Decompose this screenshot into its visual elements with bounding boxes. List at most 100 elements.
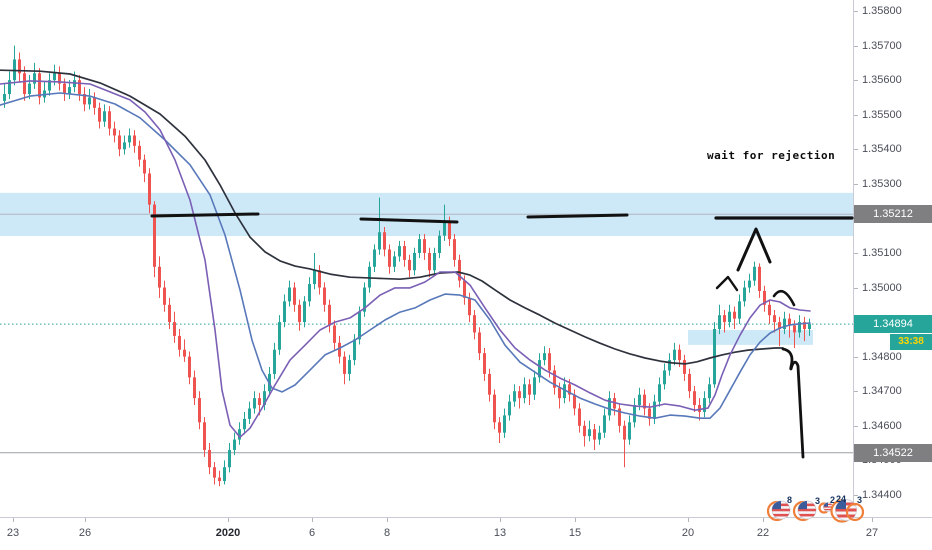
time-axis-tick: [13, 518, 14, 522]
time-axis-tick: [500, 518, 501, 522]
candle-body: [273, 349, 276, 374]
candle-body: [738, 301, 741, 319]
candle-body: [603, 415, 606, 433]
event-count-label: 2: [830, 495, 835, 505]
candle-body: [248, 408, 251, 419]
candle-body: [213, 467, 216, 478]
candle-body: [88, 97, 91, 105]
candle-body: [493, 394, 496, 423]
resistance-line-2[interactable]: [359, 217, 459, 224]
price-axis-label: 1.35100: [862, 246, 902, 259]
candle-body: [498, 422, 501, 433]
zones-layer: [0, 192, 853, 345]
candle-body: [658, 384, 661, 402]
resistance-line-3[interactable]: [526, 213, 629, 219]
resistance-zone[interactable]: [0, 192, 853, 237]
candle-body: [753, 266, 756, 281]
candle-body: [388, 249, 391, 267]
resistance-line-1[interactable]: [150, 212, 260, 218]
price-axis-tick: [854, 287, 858, 289]
candle-body: [228, 449, 231, 468]
candle-body: [453, 239, 456, 260]
event-count-label: 8: [787, 495, 792, 505]
price-axis-label: 1.34600: [862, 419, 902, 432]
candle-body: [468, 297, 471, 316]
candle-body: [653, 401, 656, 419]
drop-arrow[interactable]: [781, 347, 805, 459]
price-level-badge: 1.34522: [854, 443, 932, 462]
candle-body: [63, 83, 66, 94]
price-axis-label: 1.35300: [862, 177, 902, 190]
candle-body: [353, 339, 356, 361]
big-caret-arrow[interactable]: [736, 227, 772, 272]
candle-body: [208, 449, 211, 468]
calendar-event-icon[interactable]: 2: [818, 495, 836, 514]
candle-body: [303, 301, 306, 323]
candle-body: [613, 398, 616, 409]
time-axis-label: 20: [681, 527, 695, 539]
candle-body: [418, 239, 421, 253]
time-axis[interactable]: 23 26 2020 6 8 13 15 20 22 27: [0, 517, 932, 550]
candle-body: [558, 387, 561, 399]
time-axis-label: 26: [78, 527, 92, 539]
candle-body: [38, 73, 41, 98]
candle-body: [338, 342, 341, 357]
candle-body: [638, 394, 641, 406]
candle-body: [93, 97, 96, 108]
rejection-arc[interactable]: [772, 289, 796, 307]
candle-body: [268, 373, 271, 392]
price-axis-tick: [854, 11, 858, 13]
candle-body: [483, 353, 486, 374]
candle-body: [723, 315, 726, 323]
candle-body: [503, 415, 506, 433]
candle-body: [798, 322, 801, 333]
current-price-badge: 1.34894: [854, 315, 932, 334]
time-axis-label: 6: [308, 527, 316, 539]
candle-body: [218, 477, 221, 482]
price-axis-label: 1.35000: [862, 281, 902, 294]
price-axis-label: 1.35500: [862, 108, 902, 121]
candle-body: [223, 467, 226, 482]
candle-body: [543, 353, 546, 361]
candle-body: [488, 373, 491, 395]
candle-body: [278, 322, 281, 350]
price-axis-label: 1.34400: [862, 488, 902, 501]
candle-body: [778, 322, 781, 329]
candle-body: [508, 401, 511, 416]
candle-body: [628, 422, 631, 440]
candle-body: [548, 353, 551, 371]
candle-body: [143, 159, 146, 174]
event-ring-icon: [818, 502, 830, 514]
annotation-note[interactable]: wait for rejection: [707, 149, 836, 162]
candle-body: [688, 373, 691, 392]
candle-body: [623, 425, 626, 440]
candle-body: [163, 287, 166, 305]
price-axis-tick: [854, 114, 858, 116]
price-axis-label: 1.35400: [862, 143, 902, 156]
candle-body: [443, 221, 446, 236]
time-axis-tick: [85, 518, 86, 522]
time-axis-tick: [575, 518, 576, 522]
candle-body: [583, 425, 586, 437]
candle-body: [633, 405, 636, 423]
candle-body: [433, 252, 436, 271]
candle-body: [3, 94, 6, 101]
candle-body: [533, 377, 536, 395]
price-axis-label: 1.35800: [862, 5, 902, 18]
time-axis-label: 22: [756, 527, 770, 539]
candle-body: [193, 377, 196, 399]
candle-body: [748, 280, 751, 288]
candle-body: [528, 384, 531, 395]
candle-body: [318, 270, 321, 288]
small-caret-arrow[interactable]: [715, 275, 739, 292]
candle-body: [663, 370, 666, 385]
candle-body: [668, 360, 671, 371]
minor-support-box[interactable]: [688, 330, 813, 345]
time-axis-tick: [228, 518, 229, 522]
price-axis[interactable]: 1.35800 1.35700 1.35600 1.35500 1.35400 1.353…: [853, 0, 932, 550]
candle-body: [673, 349, 676, 361]
time-axis-tick: [763, 518, 764, 522]
time-axis-label: 8: [383, 527, 391, 539]
